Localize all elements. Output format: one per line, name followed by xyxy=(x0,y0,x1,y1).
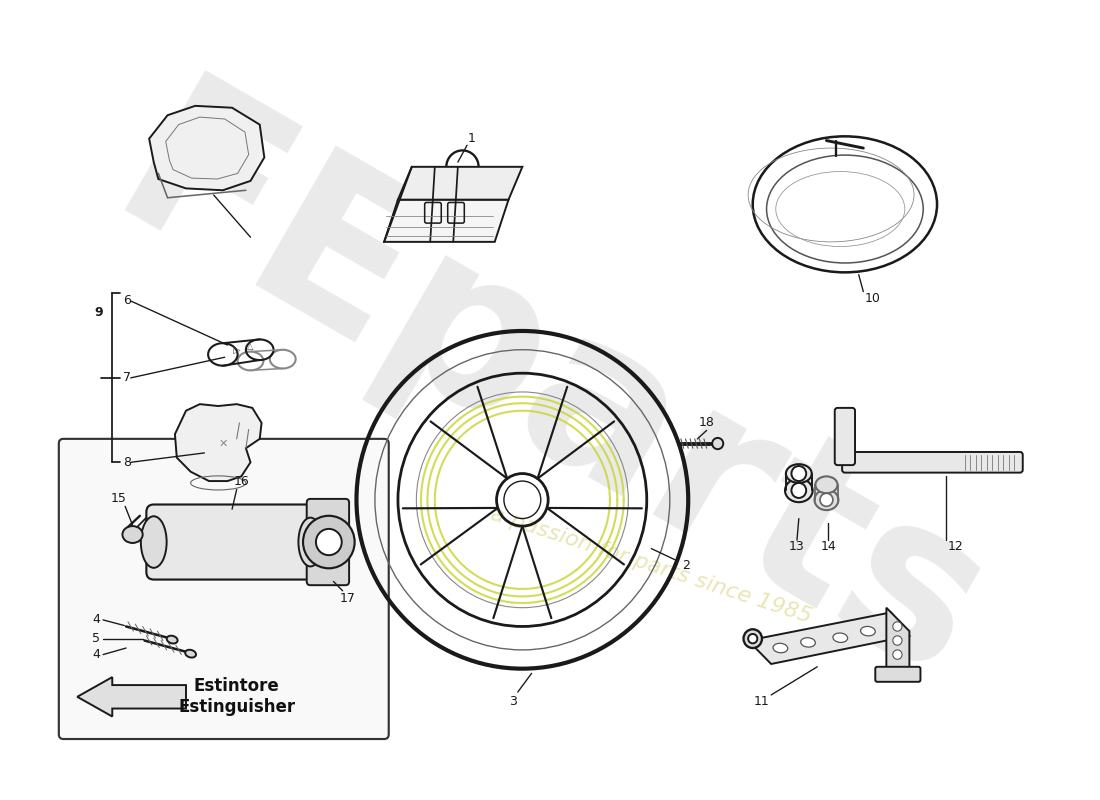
FancyArrow shape xyxy=(77,677,186,717)
Ellipse shape xyxy=(298,518,322,566)
Text: 6: 6 xyxy=(123,294,131,307)
Circle shape xyxy=(791,483,806,498)
Ellipse shape xyxy=(785,464,812,483)
Text: 16: 16 xyxy=(233,474,250,487)
Text: 14: 14 xyxy=(821,540,836,554)
Ellipse shape xyxy=(833,633,848,642)
Ellipse shape xyxy=(814,490,838,510)
Text: 9: 9 xyxy=(95,306,103,318)
Circle shape xyxy=(744,630,762,648)
FancyBboxPatch shape xyxy=(307,499,349,585)
Text: 5: 5 xyxy=(92,632,100,645)
Polygon shape xyxy=(384,200,508,242)
Polygon shape xyxy=(748,612,910,664)
Ellipse shape xyxy=(141,516,166,568)
Circle shape xyxy=(712,438,723,449)
Circle shape xyxy=(748,634,757,643)
Circle shape xyxy=(893,622,902,631)
Text: 2: 2 xyxy=(682,559,691,572)
Polygon shape xyxy=(175,404,262,481)
Text: △: △ xyxy=(248,342,254,351)
FancyBboxPatch shape xyxy=(876,666,921,682)
Polygon shape xyxy=(887,608,910,674)
Ellipse shape xyxy=(167,636,177,643)
FancyBboxPatch shape xyxy=(843,452,1023,473)
FancyBboxPatch shape xyxy=(835,408,855,465)
Text: Estintore
Estinguisher: Estintore Estinguisher xyxy=(178,678,295,716)
Text: 18: 18 xyxy=(698,417,715,430)
Text: 8: 8 xyxy=(123,456,131,469)
Ellipse shape xyxy=(773,643,788,653)
Text: 7: 7 xyxy=(123,371,131,384)
Polygon shape xyxy=(398,167,522,200)
Ellipse shape xyxy=(785,478,813,502)
Ellipse shape xyxy=(185,650,196,658)
Polygon shape xyxy=(150,106,264,190)
Text: 13: 13 xyxy=(789,540,805,554)
Circle shape xyxy=(893,636,902,646)
Text: ▷: ▷ xyxy=(233,345,241,354)
Ellipse shape xyxy=(122,526,143,543)
FancyBboxPatch shape xyxy=(146,505,318,579)
Text: 3: 3 xyxy=(509,695,517,708)
Ellipse shape xyxy=(801,638,815,647)
Text: FEparts: FEparts xyxy=(80,64,1020,730)
Text: a passion for parts since 1985: a passion for parts since 1985 xyxy=(488,504,814,627)
Text: 10: 10 xyxy=(865,292,880,305)
Text: 15: 15 xyxy=(111,492,126,506)
Text: 4: 4 xyxy=(92,614,100,626)
Text: 12: 12 xyxy=(947,540,964,554)
Circle shape xyxy=(791,466,806,481)
Text: 4: 4 xyxy=(92,648,100,661)
Text: 1: 1 xyxy=(468,132,475,145)
FancyBboxPatch shape xyxy=(58,439,388,739)
Text: 17: 17 xyxy=(339,592,355,605)
Ellipse shape xyxy=(815,476,837,494)
Circle shape xyxy=(302,516,354,568)
Circle shape xyxy=(316,529,342,555)
Text: ✕: ✕ xyxy=(218,438,228,449)
Circle shape xyxy=(820,494,833,506)
Ellipse shape xyxy=(860,626,876,636)
Text: 11: 11 xyxy=(755,695,770,708)
Circle shape xyxy=(893,650,902,659)
